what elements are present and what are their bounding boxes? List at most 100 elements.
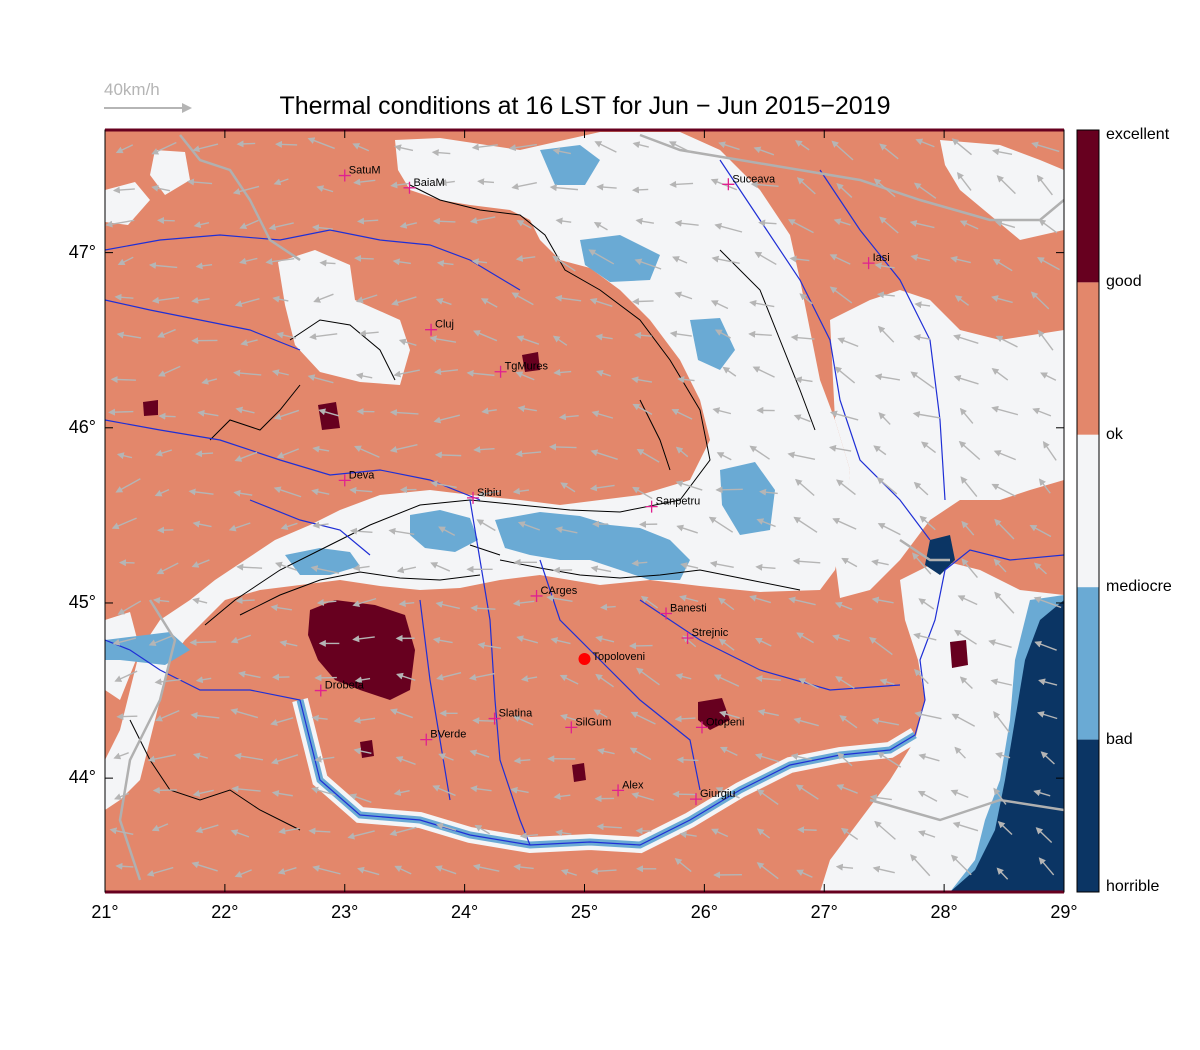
wind-arrow (836, 752, 853, 767)
wind-arrow (789, 255, 810, 263)
wind-arrow (471, 258, 488, 266)
wind-arrow (435, 601, 460, 610)
city-marker: Strejnic (681, 627, 729, 644)
wind-arrow (799, 293, 813, 305)
legend-band (1077, 739, 1099, 892)
wind-arrow (829, 410, 859, 421)
wind-arrow (792, 557, 821, 565)
city-marker: SatuM (338, 165, 381, 182)
wind-arrow (312, 865, 341, 875)
wind-arrow (912, 411, 941, 419)
wind-arrow (836, 479, 856, 496)
wind-arrow (235, 406, 255, 414)
wind-arrow (787, 451, 816, 461)
wind-arrow (352, 597, 377, 608)
wind-arrow (913, 333, 931, 341)
wind-arrow (357, 866, 380, 876)
wind-arrow (113, 752, 129, 760)
wind-arrow (270, 717, 294, 726)
wind-arrow (788, 596, 816, 606)
wind-arrow (354, 676, 371, 684)
wind-arrow (796, 869, 813, 878)
wind-arrow (470, 604, 496, 612)
wind-arrow (116, 713, 138, 721)
wind-arrow (918, 598, 935, 610)
wind-arrow (874, 820, 896, 840)
wind-arrow (958, 440, 981, 461)
ok-region-north-patch (150, 150, 190, 195)
wind-arrow (393, 789, 410, 796)
wind-arrow (270, 754, 299, 765)
wind-arrow (997, 820, 1013, 835)
wind-arrow (230, 829, 250, 838)
wind-arrow (147, 754, 176, 763)
wind-arrow (596, 183, 617, 191)
wind-arrow (715, 486, 743, 494)
wind-arrow (748, 330, 772, 338)
wind-arrow (112, 637, 137, 646)
wind-arrow (515, 371, 535, 381)
wind-arrow (990, 678, 1012, 686)
wind-arrow (873, 445, 887, 456)
wind-arrow (835, 863, 854, 871)
wind-arrow (550, 637, 571, 645)
wind-arrow (754, 251, 777, 266)
wind-arrow (834, 366, 856, 384)
wind-arrow (755, 637, 772, 647)
wind-arrow (835, 676, 855, 689)
wind-arrow (115, 478, 141, 493)
wind-arrow (480, 298, 498, 308)
wind-arrow (991, 295, 1013, 304)
wind-arrow (392, 258, 411, 266)
city-label: SilGum (575, 716, 611, 728)
wind-arrow (913, 632, 937, 641)
wind-arrow (398, 600, 415, 607)
city-cross-icon (689, 793, 702, 806)
wind-arrow (353, 178, 376, 186)
wind-arrow (793, 414, 811, 423)
wind-arrow (836, 784, 858, 794)
city-marker: Slatina (488, 708, 533, 725)
wind-arrow (1033, 596, 1062, 609)
wind-arrow (879, 216, 899, 234)
wind-arrow (389, 826, 417, 837)
wind-arrow (508, 143, 537, 152)
wind-arrow (470, 785, 492, 793)
wind-arrow (157, 216, 175, 224)
wind-arrow (192, 752, 208, 760)
wind-arrow (787, 219, 814, 234)
wind-arrow (513, 863, 534, 871)
wind-arrow (1033, 562, 1047, 575)
excellent-region-tgmures (522, 352, 540, 372)
longitude-tick-label: 23° (331, 902, 359, 922)
wind-arrow (837, 337, 859, 348)
wind-arrow (589, 297, 613, 307)
wind-arrow (708, 516, 734, 533)
wind-arrow (631, 297, 654, 305)
wind-arrow (153, 597, 170, 604)
city-label: CArges (541, 585, 578, 597)
wind-arrow (307, 137, 335, 150)
wind-arrow (631, 186, 649, 194)
wind-arrow (110, 376, 136, 384)
wind-arrow (233, 369, 262, 377)
wind-arrow (192, 597, 208, 605)
wind-arrow (517, 521, 540, 531)
wind-arrow (231, 785, 261, 793)
city-label: Strejnic (692, 627, 729, 639)
wind-arrow (271, 790, 293, 797)
wind-arrow (790, 334, 815, 342)
wind-arrow (560, 482, 576, 493)
wind-arrow (630, 711, 656, 725)
wind-arrow (710, 300, 729, 310)
wind-arrow (473, 330, 498, 342)
wind-arrow (953, 629, 977, 645)
wind-arrow (319, 259, 336, 267)
longitude-tick-label: 24° (451, 902, 479, 922)
wind-arrow (310, 565, 340, 574)
wind-arrow (154, 489, 170, 497)
latitude-tick-label: 44° (68, 767, 96, 788)
wind-arrow (954, 746, 966, 759)
wind-arrow (355, 372, 373, 380)
wind-arrow (959, 676, 973, 689)
